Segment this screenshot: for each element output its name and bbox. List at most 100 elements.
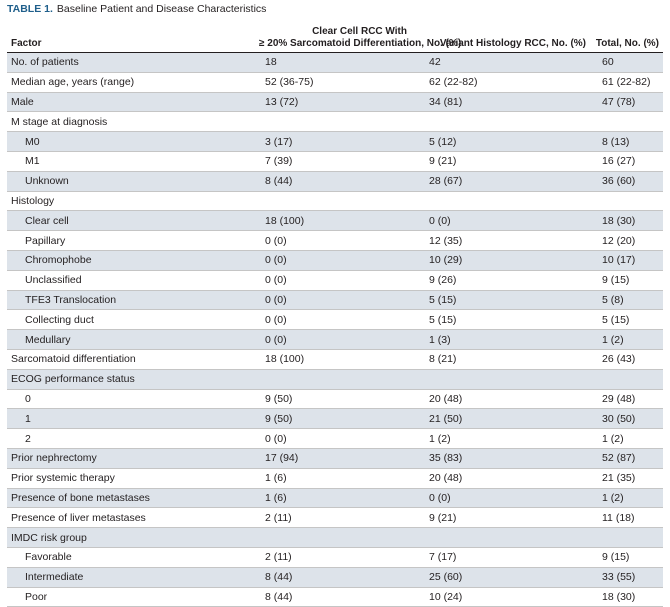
cell-variant: 8 (21) bbox=[415, 349, 590, 370]
table-row: Intermediate 8 (44) 25 (60) 33 (55) bbox=[7, 567, 663, 588]
cell-variant: 34 (81) bbox=[415, 92, 590, 113]
cell-clear-cell: 0 (0) bbox=[255, 270, 415, 291]
cell-total: 5 (15) bbox=[590, 309, 663, 331]
table-row: Papillary 0 (0) 12 (35) 12 (20) bbox=[7, 230, 663, 251]
table-row: Presence of liver metastases 2 (11) 9 (21)… bbox=[7, 507, 663, 529]
cell-total: 60 bbox=[590, 52, 663, 73]
table-row: Male 13 (72) 34 (81) 47 (78) bbox=[7, 92, 663, 113]
cell-total: 33 (55) bbox=[590, 567, 663, 588]
cell-factor: M stage at diagnosis bbox=[7, 111, 255, 133]
cell-factor: Intermediate bbox=[7, 567, 255, 588]
table-row: Chromophobe 0 (0) 10 (29) 10 (17) bbox=[7, 250, 663, 271]
cell-factor: Histology bbox=[7, 191, 255, 212]
cell-clear-cell: 0 (0) bbox=[255, 230, 415, 251]
cell-factor: Chromophobe bbox=[7, 250, 255, 271]
cell-total: 9 (15) bbox=[590, 547, 663, 568]
cell-variant: 5 (15) bbox=[415, 290, 590, 311]
cell-total: 1 (2) bbox=[590, 428, 663, 449]
cell-total bbox=[590, 191, 663, 212]
table-header: Factor Clear Cell RCC With ≥ 20% Sarcomat… bbox=[7, 16, 663, 53]
cell-total: 61 (22-82) bbox=[590, 72, 663, 93]
table-row: Poor 8 (44) 10 (24) 18 (30) bbox=[7, 587, 663, 607]
column-header-clear-cell-line2: ≥ 20% Sarcomatoid Differentiation, No. (… bbox=[259, 38, 462, 49]
cell-total: 16 (27) bbox=[590, 151, 663, 172]
cell-clear-cell bbox=[255, 527, 415, 548]
cell-factor: M1 bbox=[7, 151, 255, 172]
cell-factor: Poor bbox=[7, 587, 255, 607]
cell-clear-cell: 18 (100) bbox=[255, 349, 415, 370]
cell-variant bbox=[415, 191, 590, 212]
table-row: TFE3 Translocation 0 (0) 5 (15) 5 (8) bbox=[7, 290, 663, 311]
cell-variant: 1 (3) bbox=[415, 329, 590, 350]
cell-total: 29 (48) bbox=[590, 389, 663, 410]
cell-total: 1 (2) bbox=[590, 329, 663, 350]
cell-variant: 5 (12) bbox=[415, 131, 590, 152]
cell-factor: M0 bbox=[7, 131, 255, 152]
cell-clear-cell bbox=[255, 191, 415, 212]
cell-factor: Sarcomatoid differentiation bbox=[7, 349, 255, 370]
cell-total bbox=[590, 527, 663, 548]
cell-variant: 0 (0) bbox=[415, 210, 590, 232]
cell-factor: Presence of bone metastases bbox=[7, 488, 255, 509]
cell-clear-cell: 18 (100) bbox=[255, 210, 415, 232]
cell-factor: Presence of liver metastases bbox=[7, 507, 255, 529]
table-title: Baseline Patient and Disease Characteris… bbox=[56, 3, 267, 15]
cell-variant: 7 (17) bbox=[415, 547, 590, 568]
cell-variant: 10 (29) bbox=[415, 250, 590, 271]
cell-total bbox=[590, 369, 663, 390]
cell-total: 30 (50) bbox=[590, 408, 663, 430]
table-row: IMDC risk group bbox=[7, 527, 663, 548]
cell-clear-cell: 8 (44) bbox=[255, 171, 415, 192]
table-row: Medullary 0 (0) 1 (3) 1 (2) bbox=[7, 329, 663, 350]
cell-clear-cell: 0 (0) bbox=[255, 290, 415, 311]
cell-factor: ECOG performance status bbox=[7, 369, 255, 390]
table-caption: TABLE 1. Baseline Patient and Disease Cha… bbox=[7, 3, 266, 15]
cell-factor: Male bbox=[7, 92, 255, 113]
cell-variant bbox=[415, 369, 590, 390]
cell-clear-cell bbox=[255, 111, 415, 133]
table-row: Histology bbox=[7, 191, 663, 212]
cell-total: 47 (78) bbox=[590, 92, 663, 113]
cell-factor: No. of patients bbox=[7, 52, 255, 73]
cell-variant: 9 (26) bbox=[415, 270, 590, 291]
cell-factor: Favorable bbox=[7, 547, 255, 568]
cell-clear-cell: 9 (50) bbox=[255, 408, 415, 430]
cell-variant: 62 (22-82) bbox=[415, 72, 590, 93]
cell-total: 26 (43) bbox=[590, 349, 663, 370]
table-row: Collecting duct 0 (0) 5 (15) 5 (15) bbox=[7, 309, 663, 331]
cell-variant: 9 (21) bbox=[415, 151, 590, 172]
cell-clear-cell: 0 (0) bbox=[255, 309, 415, 331]
cell-clear-cell: 0 (0) bbox=[255, 250, 415, 271]
cell-variant: 25 (60) bbox=[415, 567, 590, 588]
cell-variant bbox=[415, 111, 590, 133]
table-row: M0 3 (17) 5 (12) 8 (13) bbox=[7, 131, 663, 152]
cell-total: 21 (35) bbox=[590, 468, 663, 489]
cell-factor: Medullary bbox=[7, 329, 255, 350]
column-header-clear-cell-line1: Clear Cell RCC With bbox=[312, 26, 407, 37]
table-label: TABLE 1. bbox=[7, 3, 53, 15]
cell-clear-cell: 0 (0) bbox=[255, 428, 415, 449]
cell-total: 18 (30) bbox=[590, 587, 663, 607]
table-row: Presence of bone metastases 1 (6) 0 (0) 1 (… bbox=[7, 488, 663, 509]
cell-clear-cell: 2 (11) bbox=[255, 507, 415, 529]
table-row: Clear cell 18 (100) 0 (0) 18 (30) bbox=[7, 210, 663, 232]
column-header-factor: Factor bbox=[7, 16, 255, 53]
cell-clear-cell: 52 (36-75) bbox=[255, 72, 415, 93]
cell-factor: Prior nephrectomy bbox=[7, 448, 255, 469]
cell-variant: 5 (15) bbox=[415, 309, 590, 331]
table-row: Unknown 8 (44) 28 (67) 36 (60) bbox=[7, 171, 663, 192]
cell-variant: 10 (24) bbox=[415, 587, 590, 607]
cell-variant: 12 (35) bbox=[415, 230, 590, 251]
cell-clear-cell: 9 (50) bbox=[255, 389, 415, 410]
cell-total: 12 (20) bbox=[590, 230, 663, 251]
cell-clear-cell: 13 (72) bbox=[255, 92, 415, 113]
cell-factor: Papillary bbox=[7, 230, 255, 251]
cell-variant: 42 bbox=[415, 52, 590, 73]
table-row: No. of patients 18 42 60 bbox=[7, 52, 663, 73]
cell-clear-cell: 3 (17) bbox=[255, 131, 415, 152]
cell-total: 11 (18) bbox=[590, 507, 663, 529]
header-row: Factor Clear Cell RCC With ≥ 20% Sarcomat… bbox=[7, 16, 663, 53]
table-body: No. of patients 18 42 60 Median age, years (… bbox=[7, 52, 663, 607]
